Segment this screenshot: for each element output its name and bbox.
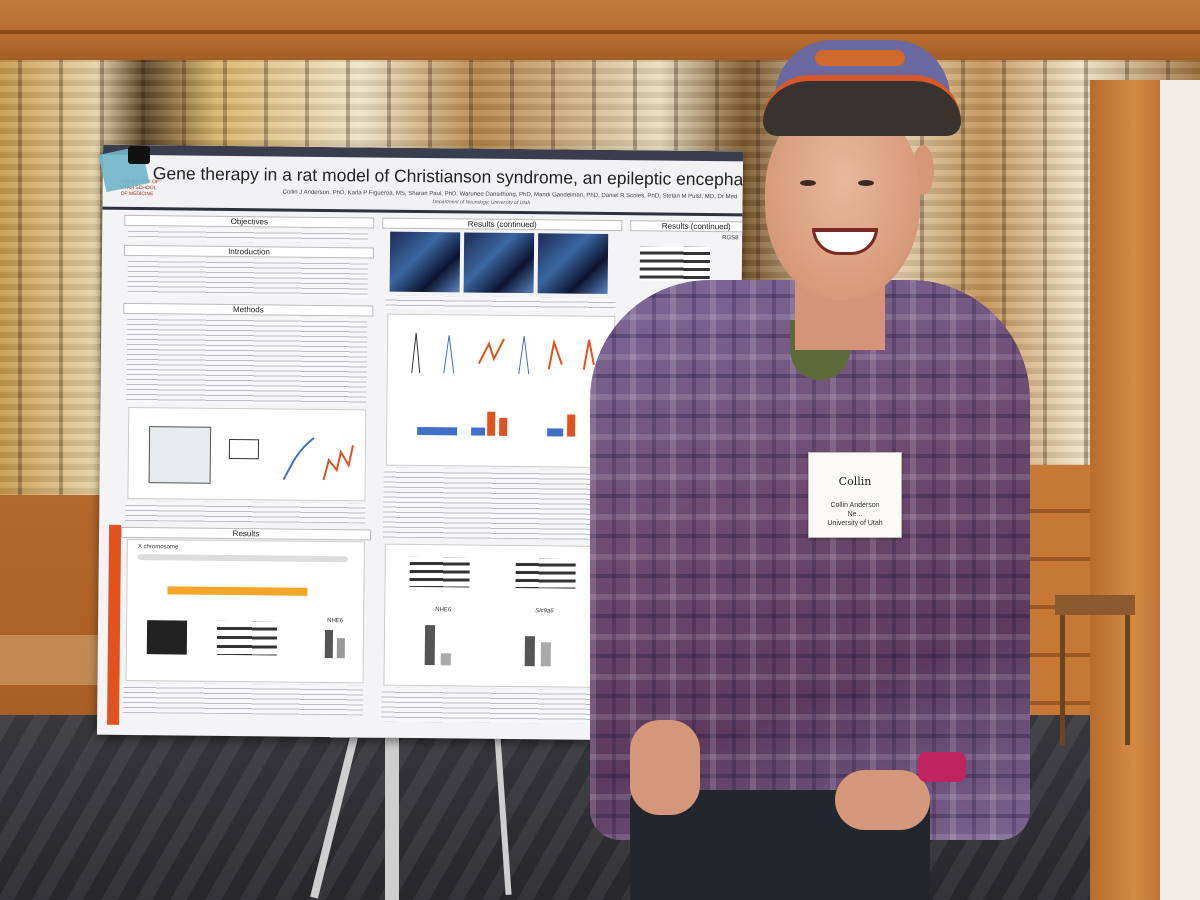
- rgs8-label: RGS8: [722, 235, 739, 242]
- watch: [918, 752, 966, 782]
- badge-line-3: University of Utah: [827, 520, 883, 527]
- cap-brim: [763, 75, 961, 136]
- figure-positional-cloning: X chromosome NHE6: [125, 538, 365, 684]
- bar-group-red: [487, 411, 496, 436]
- poster-left-column: Objectives Introduction Methods Results …: [119, 214, 375, 728]
- bar-carrier: [336, 638, 345, 659]
- gait-traces: [411, 332, 595, 375]
- slc9a6-label: Slc9a6: [535, 608, 554, 615]
- bar-wt: [524, 636, 535, 667]
- badge-name: Collin: [838, 475, 872, 488]
- bar-group-blue: [471, 427, 486, 436]
- poster-header: Gene therapy in a rat model of Christian…: [102, 144, 744, 217]
- figure-motor-phenotyping: [127, 406, 367, 502]
- x-chromosome-label: X chromosome: [137, 544, 179, 551]
- poster-department: Department of Neurology, University of U…: [432, 199, 531, 207]
- side-table-leg: [1125, 615, 1130, 745]
- figure-gait-analysis: [385, 313, 616, 469]
- wood-door-frame: [1090, 80, 1200, 900]
- western-blot: [216, 620, 278, 656]
- bench: [0, 635, 110, 685]
- badge-line-2: Ne...: [847, 511, 863, 518]
- name-badge: Collin Collin Anderson Ne... University …: [808, 452, 902, 538]
- figure2-caption: [123, 682, 364, 716]
- poster-title: Gene therapy in a rat model of Christian…: [152, 163, 744, 190]
- movement-traces: [282, 437, 354, 481]
- microscopy-image: [463, 232, 535, 294]
- western-blot: [639, 246, 711, 282]
- side-table: [1055, 595, 1135, 615]
- binder-clip: [128, 146, 150, 164]
- poster-accent: [107, 524, 122, 725]
- western-blot: [515, 558, 576, 589]
- chromosome-bar: [137, 554, 348, 563]
- recording-chamber: [148, 426, 212, 484]
- figure-caption: [125, 500, 366, 524]
- wood-ceiling-trim: [0, 0, 1200, 70]
- computer-icon: [228, 439, 260, 460]
- microscopy-image: [389, 231, 461, 293]
- nhe6-label: NHE6: [435, 607, 452, 614]
- research-poster: Gene therapy in a rat model of Christian…: [96, 144, 744, 742]
- bar-wt: [424, 625, 436, 666]
- poster-authors: Collin J Anderson, PhD, Karla P Figueroa…: [282, 189, 738, 201]
- bar-ko: [440, 653, 451, 666]
- figure5-caption: [381, 687, 612, 725]
- methods-text: [126, 314, 368, 406]
- right-hand: [835, 770, 930, 830]
- bar-group-red: [499, 417, 508, 436]
- western-blot: [409, 556, 470, 588]
- section-results-continued: Results (continued): [630, 220, 744, 233]
- bar-group-blue: [547, 428, 564, 437]
- objectives-text: [128, 226, 369, 244]
- figure4-caption: [383, 467, 614, 541]
- nhe6-label: NHE6: [327, 618, 344, 625]
- figure3-caption: [385, 295, 616, 313]
- poster-middle-column: Results (continued) NHE6: [377, 217, 623, 731]
- side-table-leg: [1060, 615, 1065, 745]
- bar-group-red: [567, 414, 576, 437]
- left-hand: [630, 720, 700, 815]
- badge-line-1: Collin Anderson: [830, 502, 880, 509]
- eye: [858, 180, 874, 186]
- recombination-bar: [167, 586, 308, 596]
- bar-group-blue: [417, 426, 458, 436]
- introduction-text: [127, 256, 368, 298]
- gel-image: [146, 620, 188, 655]
- easel-leg: [385, 735, 399, 900]
- badge-details: Collin Anderson Ne... University of Utah: [809, 501, 901, 528]
- eye: [800, 180, 816, 186]
- figure-aav-treatment: NHE6 Slc9a6: [383, 543, 613, 689]
- section-results-continued: Results (continued): [382, 217, 623, 232]
- bar-ko: [540, 642, 551, 667]
- bar-wt: [324, 630, 334, 659]
- microscopy-image: [537, 233, 609, 294]
